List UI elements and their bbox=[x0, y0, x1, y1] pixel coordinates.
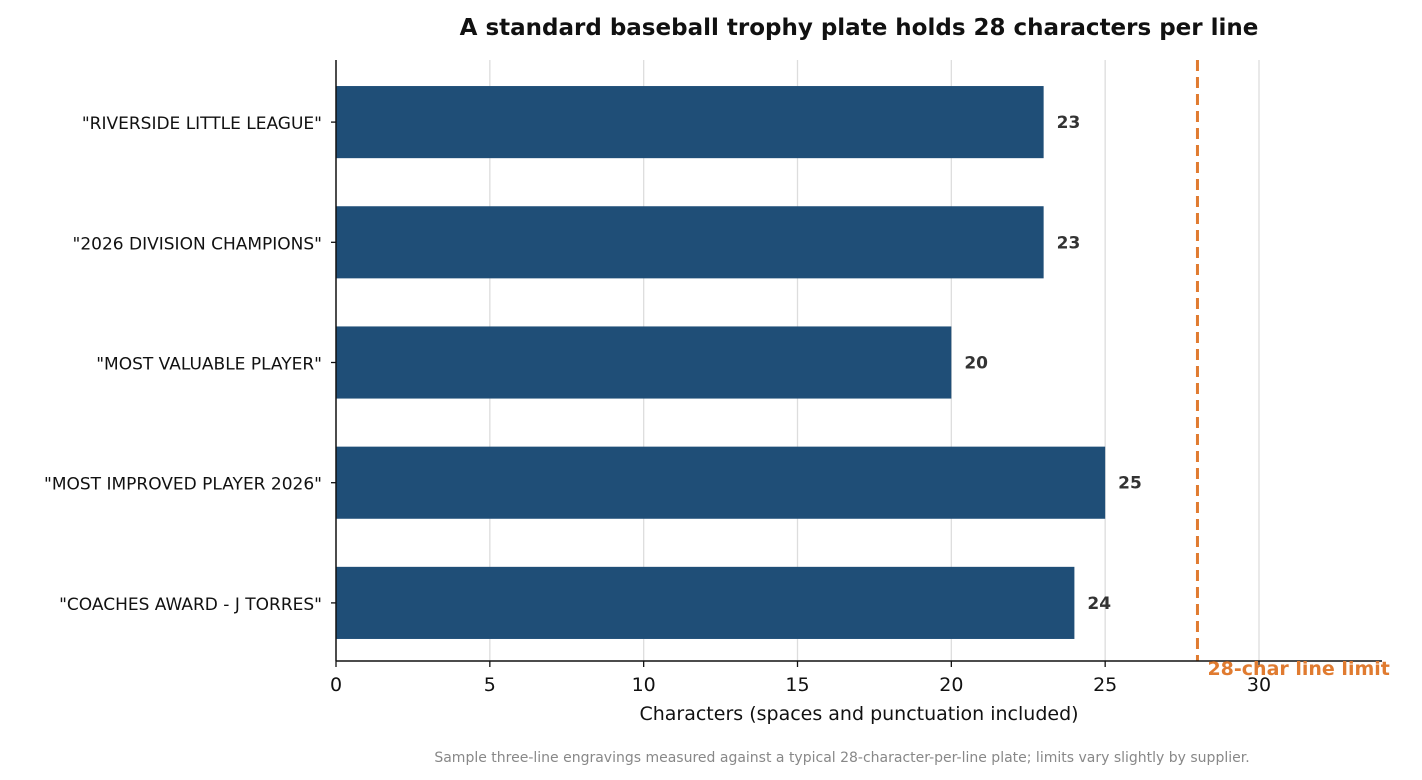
bars bbox=[336, 86, 1106, 639]
data-label-3: 20 bbox=[964, 354, 988, 374]
reference-line-label: 28-char line limit bbox=[1207, 658, 1389, 680]
bar-2 bbox=[336, 206, 1044, 279]
bar-1 bbox=[336, 86, 1044, 159]
x-tick-label-20: 20 bbox=[939, 674, 963, 696]
data-label-2: 23 bbox=[1057, 233, 1081, 253]
chart-caption: Sample three-line engravings measured ag… bbox=[434, 750, 1249, 766]
x-tick-label-30: 30 bbox=[1247, 674, 1271, 696]
x-tick-label-0: 0 bbox=[330, 674, 342, 696]
y-tick-label-1: "RIVERSIDE LITTLE LEAGUE" bbox=[82, 114, 322, 134]
axes bbox=[331, 60, 1382, 667]
x-tick-label-5: 5 bbox=[484, 674, 496, 696]
x-tick-label-25: 25 bbox=[1093, 674, 1117, 696]
data-label-1: 23 bbox=[1057, 113, 1081, 133]
y-tick-label-2: "2026 DIVISION CHAMPIONS" bbox=[73, 234, 322, 254]
bar-5 bbox=[336, 566, 1075, 639]
data-label-4: 25 bbox=[1118, 474, 1142, 494]
chart-title: A standard baseball trophy plate holds 2… bbox=[460, 15, 1259, 41]
bar-3 bbox=[336, 326, 952, 399]
labels: 23 "RIVERSIDE LITTLE LEAGUE" 23 "2026 DIVIS… bbox=[44, 113, 1390, 696]
y-tick-label-5: "COACHES AWARD - J TORRES" bbox=[59, 595, 322, 615]
y-tick-label-4: "MOST IMPROVED PLAYER 2026" bbox=[44, 475, 322, 495]
bar-4 bbox=[336, 446, 1106, 519]
x-tick-label-15: 15 bbox=[785, 674, 809, 696]
x-tick-label-10: 10 bbox=[632, 674, 656, 696]
x-axis-label: Characters (spaces and punctuation inclu… bbox=[639, 703, 1078, 725]
data-label-5: 24 bbox=[1087, 594, 1111, 614]
y-tick-label-3: "MOST VALUABLE PLAYER" bbox=[96, 355, 322, 375]
